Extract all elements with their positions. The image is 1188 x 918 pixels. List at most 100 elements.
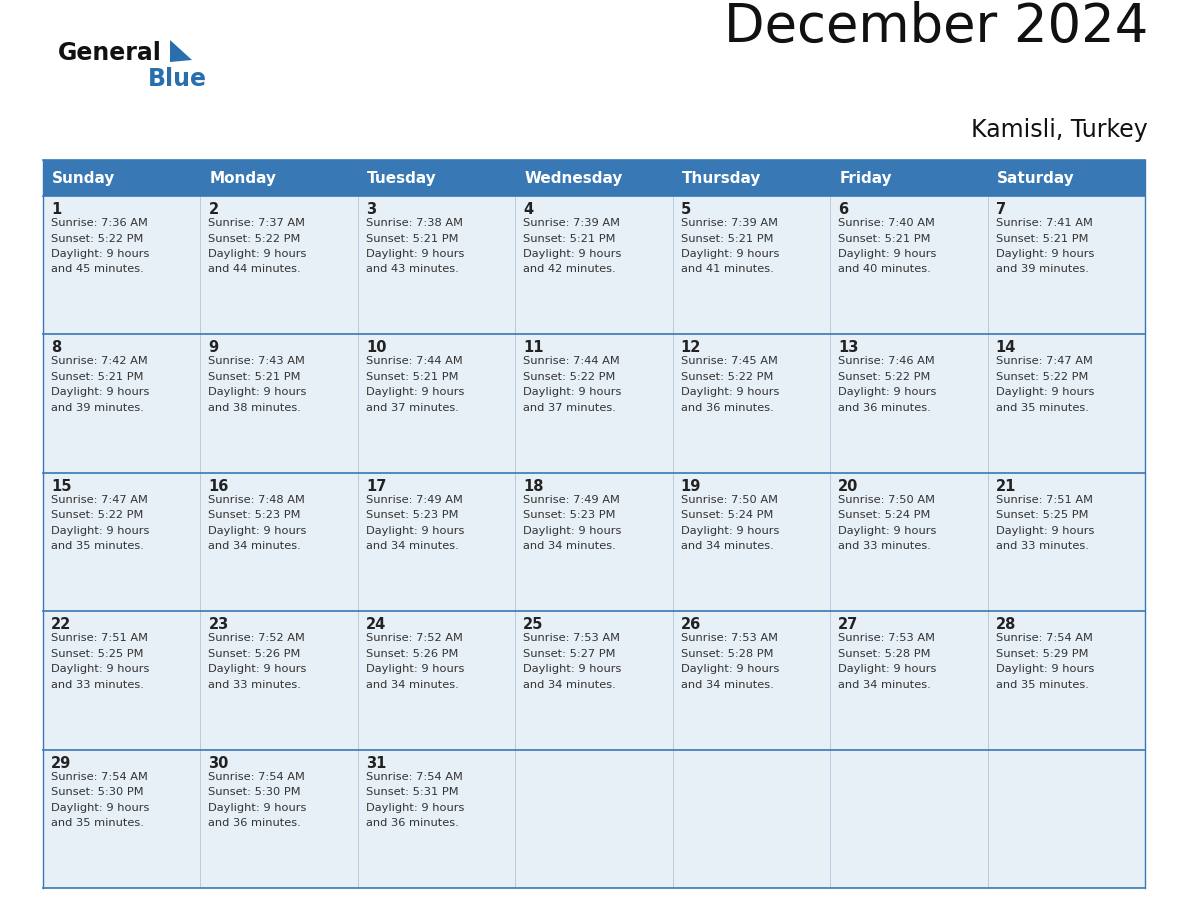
Text: Daylight: 9 hours: Daylight: 9 hours — [523, 249, 621, 259]
Text: Sunset: 5:30 PM: Sunset: 5:30 PM — [208, 787, 301, 797]
Text: and 34 minutes.: and 34 minutes. — [839, 679, 931, 689]
Text: Sunset: 5:21 PM: Sunset: 5:21 PM — [208, 372, 301, 382]
Text: Daylight: 9 hours: Daylight: 9 hours — [208, 665, 307, 674]
Text: Sunrise: 7:48 AM: Sunrise: 7:48 AM — [208, 495, 305, 505]
Text: 31: 31 — [366, 756, 386, 770]
Text: Sunset: 5:22 PM: Sunset: 5:22 PM — [51, 233, 144, 243]
Text: Wednesday: Wednesday — [524, 171, 623, 185]
Text: 13: 13 — [839, 341, 859, 355]
Text: Sunset: 5:22 PM: Sunset: 5:22 PM — [208, 233, 301, 243]
Bar — [43, 611, 1145, 750]
Text: Sunset: 5:22 PM: Sunset: 5:22 PM — [51, 510, 144, 521]
Text: Sunrise: 7:39 AM: Sunrise: 7:39 AM — [681, 218, 778, 228]
Text: Sunset: 5:21 PM: Sunset: 5:21 PM — [523, 233, 615, 243]
Text: 23: 23 — [208, 617, 228, 633]
Text: Sunset: 5:27 PM: Sunset: 5:27 PM — [523, 649, 615, 659]
Text: Sunset: 5:23 PM: Sunset: 5:23 PM — [208, 510, 301, 521]
Text: Sunrise: 7:54 AM: Sunrise: 7:54 AM — [366, 772, 463, 781]
Text: Sunrise: 7:51 AM: Sunrise: 7:51 AM — [996, 495, 1093, 505]
Text: Sunrise: 7:39 AM: Sunrise: 7:39 AM — [523, 218, 620, 228]
Text: and 35 minutes.: and 35 minutes. — [51, 818, 144, 828]
Text: Daylight: 9 hours: Daylight: 9 hours — [839, 526, 936, 536]
Text: 22: 22 — [51, 617, 71, 633]
Text: 10: 10 — [366, 341, 386, 355]
Text: Sunrise: 7:36 AM: Sunrise: 7:36 AM — [51, 218, 147, 228]
Text: and 43 minutes.: and 43 minutes. — [366, 264, 459, 274]
Text: Sunrise: 7:41 AM: Sunrise: 7:41 AM — [996, 218, 1093, 228]
Text: and 39 minutes.: and 39 minutes. — [996, 264, 1088, 274]
Text: 12: 12 — [681, 341, 701, 355]
Text: 18: 18 — [523, 479, 544, 494]
Text: Daylight: 9 hours: Daylight: 9 hours — [681, 249, 779, 259]
Text: 11: 11 — [523, 341, 544, 355]
Text: and 36 minutes.: and 36 minutes. — [366, 818, 459, 828]
Text: Friday: Friday — [839, 171, 892, 185]
Text: 7: 7 — [996, 202, 1006, 217]
Text: 3: 3 — [366, 202, 375, 217]
Text: 14: 14 — [996, 341, 1016, 355]
Text: and 38 minutes.: and 38 minutes. — [208, 403, 302, 413]
Text: and 34 minutes.: and 34 minutes. — [366, 542, 459, 552]
Text: Daylight: 9 hours: Daylight: 9 hours — [523, 665, 621, 674]
Text: 17: 17 — [366, 479, 386, 494]
Text: and 36 minutes.: and 36 minutes. — [208, 818, 302, 828]
Text: Sunrise: 7:53 AM: Sunrise: 7:53 AM — [523, 633, 620, 644]
Text: Sunset: 5:21 PM: Sunset: 5:21 PM — [996, 233, 1088, 243]
Text: Thursday: Thursday — [682, 171, 762, 185]
Text: Daylight: 9 hours: Daylight: 9 hours — [366, 249, 465, 259]
Text: 27: 27 — [839, 617, 859, 633]
Text: Daylight: 9 hours: Daylight: 9 hours — [366, 802, 465, 812]
Text: Sunrise: 7:51 AM: Sunrise: 7:51 AM — [51, 633, 148, 644]
Text: 9: 9 — [208, 341, 219, 355]
Text: and 35 minutes.: and 35 minutes. — [996, 403, 1088, 413]
Text: and 34 minutes.: and 34 minutes. — [681, 679, 773, 689]
Text: Sunrise: 7:47 AM: Sunrise: 7:47 AM — [51, 495, 147, 505]
Text: Sunset: 5:26 PM: Sunset: 5:26 PM — [366, 649, 459, 659]
Text: Sunrise: 7:54 AM: Sunrise: 7:54 AM — [51, 772, 147, 781]
Text: Sunrise: 7:49 AM: Sunrise: 7:49 AM — [523, 495, 620, 505]
Text: Blue: Blue — [148, 67, 207, 91]
Text: 30: 30 — [208, 756, 229, 770]
Text: 26: 26 — [681, 617, 701, 633]
Text: Daylight: 9 hours: Daylight: 9 hours — [839, 387, 936, 397]
Text: 21: 21 — [996, 479, 1016, 494]
Text: Sunrise: 7:38 AM: Sunrise: 7:38 AM — [366, 218, 463, 228]
Text: 28: 28 — [996, 617, 1016, 633]
Text: Daylight: 9 hours: Daylight: 9 hours — [208, 249, 307, 259]
Text: Sunrise: 7:50 AM: Sunrise: 7:50 AM — [839, 495, 935, 505]
Text: Daylight: 9 hours: Daylight: 9 hours — [51, 802, 150, 812]
Text: Daylight: 9 hours: Daylight: 9 hours — [839, 249, 936, 259]
Text: Sunrise: 7:49 AM: Sunrise: 7:49 AM — [366, 495, 463, 505]
Text: Daylight: 9 hours: Daylight: 9 hours — [51, 249, 150, 259]
Text: Sunday: Sunday — [52, 171, 115, 185]
Text: Daylight: 9 hours: Daylight: 9 hours — [681, 665, 779, 674]
Text: Daylight: 9 hours: Daylight: 9 hours — [51, 387, 150, 397]
Text: Daylight: 9 hours: Daylight: 9 hours — [366, 665, 465, 674]
Text: and 37 minutes.: and 37 minutes. — [366, 403, 459, 413]
Text: and 33 minutes.: and 33 minutes. — [208, 679, 302, 689]
Text: Sunset: 5:31 PM: Sunset: 5:31 PM — [366, 787, 459, 797]
Text: 20: 20 — [839, 479, 859, 494]
Text: Sunset: 5:29 PM: Sunset: 5:29 PM — [996, 649, 1088, 659]
Text: Sunset: 5:22 PM: Sunset: 5:22 PM — [523, 372, 615, 382]
Text: and 42 minutes.: and 42 minutes. — [523, 264, 615, 274]
Text: and 36 minutes.: and 36 minutes. — [839, 403, 931, 413]
Text: Sunset: 5:30 PM: Sunset: 5:30 PM — [51, 787, 144, 797]
Text: Daylight: 9 hours: Daylight: 9 hours — [51, 526, 150, 536]
Text: 4: 4 — [523, 202, 533, 217]
Text: and 33 minutes.: and 33 minutes. — [839, 542, 931, 552]
Bar — [43, 160, 1145, 196]
Text: Sunrise: 7:44 AM: Sunrise: 7:44 AM — [523, 356, 620, 366]
Text: 19: 19 — [681, 479, 701, 494]
Text: 24: 24 — [366, 617, 386, 633]
Text: Sunrise: 7:52 AM: Sunrise: 7:52 AM — [208, 633, 305, 644]
Text: Sunset: 5:24 PM: Sunset: 5:24 PM — [681, 510, 773, 521]
Text: 8: 8 — [51, 341, 62, 355]
Text: Sunrise: 7:37 AM: Sunrise: 7:37 AM — [208, 218, 305, 228]
Text: Sunrise: 7:54 AM: Sunrise: 7:54 AM — [208, 772, 305, 781]
Text: and 44 minutes.: and 44 minutes. — [208, 264, 301, 274]
Text: Sunset: 5:23 PM: Sunset: 5:23 PM — [366, 510, 459, 521]
Text: Sunrise: 7:54 AM: Sunrise: 7:54 AM — [996, 633, 1093, 644]
Text: and 40 minutes.: and 40 minutes. — [839, 264, 931, 274]
Text: Sunrise: 7:47 AM: Sunrise: 7:47 AM — [996, 356, 1093, 366]
